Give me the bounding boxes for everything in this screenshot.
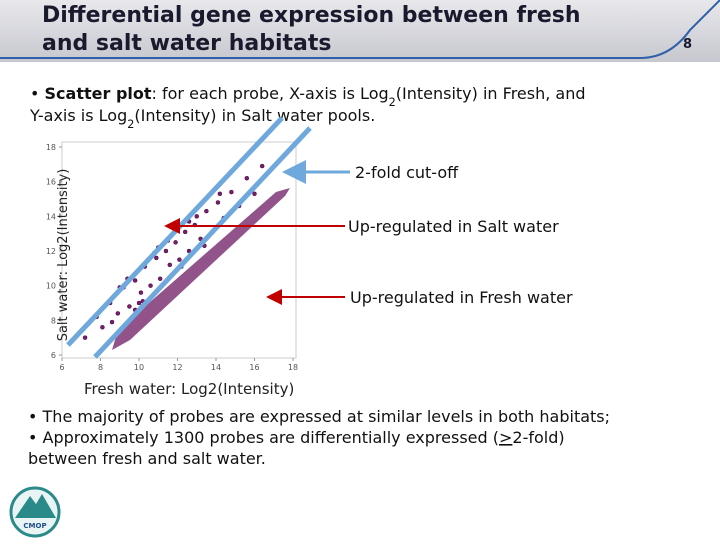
y-tick-label: 18 bbox=[46, 143, 56, 152]
x-tick-label: 18 bbox=[288, 363, 298, 372]
point bbox=[82, 335, 88, 340]
point bbox=[252, 191, 257, 197]
logo-mountain bbox=[15, 494, 56, 518]
point bbox=[157, 276, 163, 281]
point bbox=[127, 304, 132, 309]
text-run: : for each probe, X-axis is Log bbox=[152, 84, 389, 103]
point bbox=[186, 248, 192, 254]
paragraph: • Scatter plot: for each probe, X-axis i… bbox=[29, 84, 586, 131]
x-tick-label: 8 bbox=[98, 363, 103, 372]
x-axis-label: Fresh water: Log2(Intensity) bbox=[84, 380, 294, 398]
point bbox=[132, 278, 138, 283]
point bbox=[100, 325, 105, 330]
x-tick-label: 12 bbox=[172, 363, 182, 372]
point bbox=[163, 248, 169, 254]
y-tick-label: 8 bbox=[51, 316, 56, 325]
point bbox=[204, 208, 209, 214]
text-run: (Intensity) in Salt water pools. bbox=[134, 106, 375, 125]
text-run: • The majority of probes are expressed a… bbox=[28, 407, 610, 426]
y-tick-label: 6 bbox=[51, 351, 56, 360]
text-run: (Intensity) in Fresh, and bbox=[396, 84, 586, 103]
paragraph: • Approximately 1300 probes are differen… bbox=[28, 428, 565, 468]
text-run: 2-fold) bbox=[512, 428, 564, 447]
point bbox=[115, 311, 121, 316]
y-tick-label: 16 bbox=[46, 178, 56, 187]
text-run: 2 bbox=[389, 96, 396, 109]
x-tick-label: 14 bbox=[211, 363, 221, 372]
plot-area bbox=[61, 141, 297, 359]
annotation: Up-regulated in Salt water bbox=[348, 217, 559, 236]
title-line: Differential gene expression between fre… bbox=[42, 3, 581, 28]
point bbox=[177, 257, 182, 262]
text-run: > bbox=[499, 428, 512, 447]
y-tick-label: 10 bbox=[46, 282, 56, 291]
annotation: Up-regulated in Fresh water bbox=[350, 288, 573, 307]
y-tick-label: 12 bbox=[46, 247, 56, 256]
title-line: and salt water habitats bbox=[42, 31, 331, 56]
point bbox=[138, 290, 144, 295]
y-tick-label: 14 bbox=[46, 212, 56, 221]
annotation: 2-fold cut-off bbox=[355, 163, 459, 182]
x-tick-label: 16 bbox=[249, 363, 259, 372]
header-swoosh bbox=[0, 0, 720, 59]
x-tick-label: 10 bbox=[134, 363, 144, 372]
text-run: • bbox=[30, 84, 45, 103]
paragraph: • The majority of probes are expressed a… bbox=[28, 407, 610, 426]
intro-text: • Scatter plot: for each probe, X-axis i… bbox=[29, 84, 586, 131]
point bbox=[167, 262, 173, 268]
point bbox=[109, 319, 115, 325]
dense-core bbox=[112, 188, 290, 350]
point bbox=[244, 175, 250, 181]
point bbox=[182, 229, 188, 235]
point bbox=[229, 189, 234, 195]
y-axis-label: Salt water: Log2(Intensity) bbox=[56, 169, 71, 342]
point bbox=[148, 283, 153, 288]
text-run: 2 bbox=[127, 118, 134, 131]
point bbox=[136, 300, 142, 306]
text-run: between fresh and salt water. bbox=[28, 449, 266, 468]
point bbox=[194, 214, 199, 219]
point bbox=[154, 255, 159, 261]
text-run: • Approximately 1300 probes are differen… bbox=[28, 428, 499, 447]
point bbox=[259, 163, 265, 169]
point bbox=[173, 240, 178, 245]
page-number: 8 bbox=[683, 37, 692, 52]
point bbox=[215, 200, 221, 205]
point bbox=[217, 191, 223, 197]
x-tick-label: 6 bbox=[59, 363, 64, 372]
logo-text: CMOP bbox=[23, 522, 46, 530]
text-run: Y-axis is Log bbox=[29, 106, 127, 125]
cutoff-line bbox=[93, 126, 312, 359]
header-bar bbox=[0, 0, 720, 62]
text-run: Scatter plot bbox=[45, 84, 152, 103]
